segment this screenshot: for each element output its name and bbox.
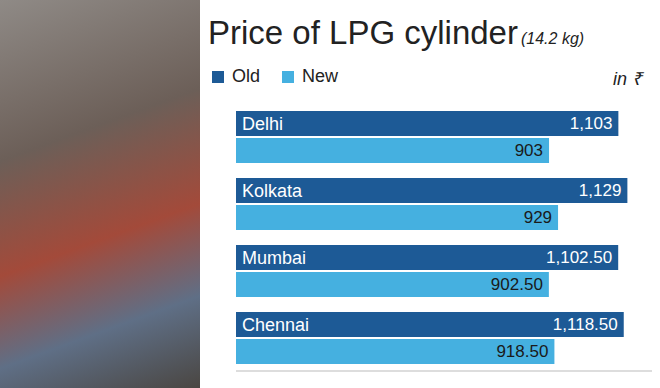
html-text:(14.2 kg): (14.2 kg): [521, 30, 585, 47]
html-text:Price of LPG cylinder: Price of LPG cylinder: [208, 14, 518, 51]
svg-text:1,102.50: 1,102.50: [546, 248, 612, 267]
svg-text:1,103: 1,103: [570, 114, 613, 133]
svg-text:918.50: 918.50: [496, 342, 548, 361]
svg-text:Kolkata: Kolkata: [242, 181, 303, 201]
html-text:Old: Old: [232, 66, 260, 86]
html-text:New: New: [302, 66, 338, 86]
svg-text:Chennai: Chennai: [242, 315, 309, 335]
svg-text:903: 903: [515, 141, 543, 160]
svg-text:929: 929: [524, 208, 552, 227]
svg-text:902.50: 902.50: [491, 275, 543, 294]
html-text:in ₹: in ₹: [613, 69, 642, 89]
svg-text:1,118.50: 1,118.50: [553, 315, 618, 334]
svg-text:Delhi: Delhi: [242, 114, 283, 134]
svg-text:1,129: 1,129: [579, 181, 622, 200]
svg-text:Mumbai: Mumbai: [242, 248, 306, 268]
